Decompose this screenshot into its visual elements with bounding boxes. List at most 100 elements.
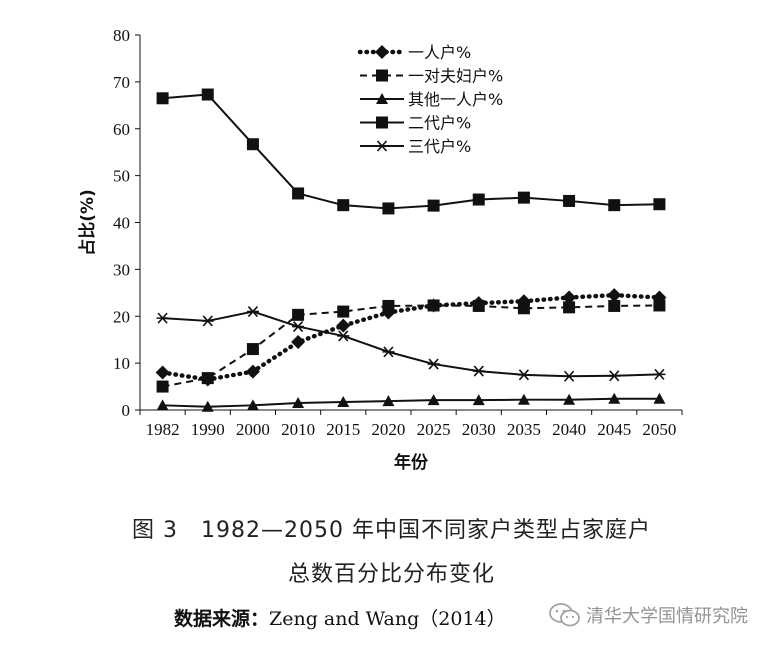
series-2-point xyxy=(246,343,259,356)
data-source: 数据来源：Zeng and Wang（2014） xyxy=(174,604,506,631)
series-2-point xyxy=(563,301,576,314)
series-3-point xyxy=(337,396,350,408)
series-2-point xyxy=(608,299,621,312)
legend-label-2: 一对夫妇户% xyxy=(408,67,503,86)
series-3-point xyxy=(653,392,666,404)
y-tick-label: 40 xyxy=(113,214,130,233)
series-3-point xyxy=(472,394,485,406)
series-5-point xyxy=(517,369,530,381)
series-3-point xyxy=(563,393,576,405)
legend-label-4: 二代户% xyxy=(408,114,471,133)
legend-label-3: 其他一人户% xyxy=(408,90,503,109)
y-tick-label: 80 xyxy=(113,26,130,45)
series-1-point xyxy=(336,318,351,333)
series-4-point xyxy=(563,194,576,207)
series-3-point xyxy=(156,399,169,411)
series-4-point xyxy=(201,88,214,101)
series-4-point xyxy=(427,199,440,212)
source-text: Zeng and Wang（2014） xyxy=(269,608,506,630)
series-4-point xyxy=(472,193,485,206)
series-4-point xyxy=(337,199,350,212)
series-3-point xyxy=(246,399,259,411)
source-label: 数据来源： xyxy=(174,608,270,630)
series-line-5 xyxy=(162,310,660,378)
x-tick-label: 2015 xyxy=(326,420,360,439)
x-tick-label: 2010 xyxy=(281,420,315,439)
series-1-point xyxy=(562,290,577,305)
x-tick-label: 2050 xyxy=(642,420,676,439)
x-axis-label: 年份 xyxy=(394,452,429,473)
x-tick-label: 2040 xyxy=(552,420,586,439)
series-4-point xyxy=(156,92,169,105)
series-4-point xyxy=(246,138,259,151)
y-tick-label: 60 xyxy=(113,120,130,139)
series-1-point xyxy=(607,288,622,303)
series-5-point xyxy=(156,312,169,324)
legend-marker-1 xyxy=(375,45,389,59)
series-2-point xyxy=(382,299,395,312)
y-axis-label: 占比(%) xyxy=(77,189,98,256)
figure-caption-line2: 总数百分比分布变化 xyxy=(287,562,495,587)
legend-marker-2 xyxy=(376,69,388,82)
figure-caption-line1: 图 3 1982—2050 年中国不同家户类型占家庭户 xyxy=(132,518,651,543)
y-tick-label: 0 xyxy=(122,401,131,420)
series-5-point xyxy=(246,306,259,318)
series-5-point xyxy=(337,330,350,342)
series-2-point xyxy=(517,302,530,315)
watermark-text: 清华大学国情研究院 xyxy=(586,606,748,627)
series-line-3 xyxy=(162,397,660,408)
wechat-icon xyxy=(549,603,580,627)
series-3-point xyxy=(517,393,530,405)
x-tick-label: 2045 xyxy=(597,420,631,439)
series-2-point xyxy=(337,305,350,318)
series-1-point xyxy=(155,365,170,380)
series-5-point xyxy=(201,315,214,327)
y-tick-label: 10 xyxy=(113,354,130,373)
series-4-point xyxy=(517,191,530,204)
x-tick-label: 2030 xyxy=(462,420,496,439)
series-3-point xyxy=(608,392,621,404)
series-2-point xyxy=(292,308,305,321)
series-5-point xyxy=(427,358,440,370)
series-5-point xyxy=(292,321,305,333)
legend-marker-4 xyxy=(376,116,388,129)
series-3-point xyxy=(382,395,395,407)
series-5-point xyxy=(382,346,395,358)
series-4-point xyxy=(653,198,666,211)
x-tick-label: 1990 xyxy=(191,420,225,439)
series-1-point xyxy=(291,335,306,350)
y-tick-label: 20 xyxy=(113,307,130,326)
legend-label-5: 三代户% xyxy=(408,137,471,156)
series-2-point xyxy=(653,299,666,312)
x-tick-label: 1982 xyxy=(146,420,180,439)
legend-label-1: 一人户% xyxy=(408,43,471,62)
series-2-point xyxy=(201,372,214,385)
series-3-point xyxy=(201,400,214,412)
series-4-point xyxy=(382,202,395,215)
x-tick-label: 2000 xyxy=(236,420,270,439)
y-tick-label: 70 xyxy=(113,73,130,92)
series-2-point xyxy=(156,380,169,393)
x-tick-label: 2035 xyxy=(507,420,541,439)
series-5-point xyxy=(472,365,485,377)
watermark: 清华大学国情研究院 xyxy=(548,602,748,628)
y-tick-label: 50 xyxy=(113,167,130,186)
series-2-point xyxy=(427,299,440,312)
series-line-4 xyxy=(162,93,660,210)
series-1-point xyxy=(245,364,260,379)
series-2-point xyxy=(472,299,485,312)
series-5-point xyxy=(608,370,621,382)
series-5-point xyxy=(653,368,666,380)
x-tick-label: 2020 xyxy=(371,420,405,439)
series-4-point xyxy=(608,199,621,212)
x-tick-label: 2025 xyxy=(417,420,451,439)
legend-marker-3 xyxy=(376,93,388,104)
series-4-point xyxy=(292,187,305,200)
series-line-1 xyxy=(160,292,662,382)
series-3-point xyxy=(292,396,305,408)
series-3-point xyxy=(427,394,440,406)
legend-marker-5 xyxy=(376,140,388,152)
series-5-point xyxy=(563,370,576,382)
y-tick-label: 30 xyxy=(113,260,130,279)
